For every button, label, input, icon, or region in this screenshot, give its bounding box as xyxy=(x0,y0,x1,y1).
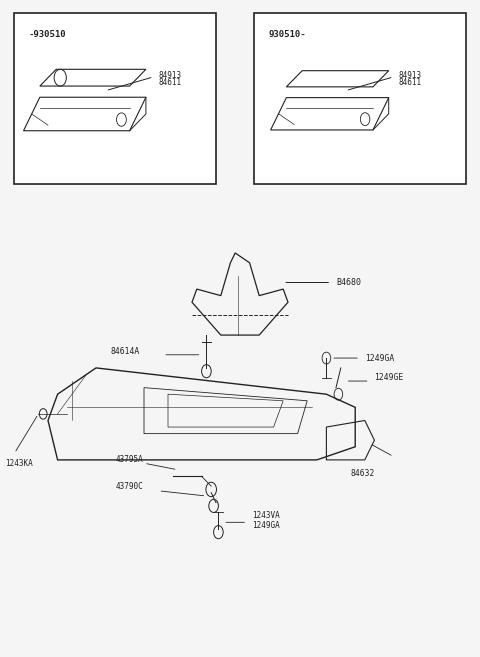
FancyBboxPatch shape xyxy=(14,13,216,184)
Text: B4680: B4680 xyxy=(336,278,361,287)
Text: 84611: 84611 xyxy=(398,78,421,87)
Text: 84611: 84611 xyxy=(158,78,181,87)
FancyBboxPatch shape xyxy=(254,13,466,184)
Text: -930510: -930510 xyxy=(29,30,66,39)
Text: 1243VA: 1243VA xyxy=(252,511,280,520)
Text: 84632: 84632 xyxy=(350,468,375,478)
Text: 84913: 84913 xyxy=(158,71,181,80)
Text: 1243KA: 1243KA xyxy=(5,459,33,468)
Text: 1249GA: 1249GA xyxy=(365,353,394,363)
Text: 84913: 84913 xyxy=(398,71,421,80)
Text: 1249GE: 1249GE xyxy=(374,373,404,382)
Text: 1249GA: 1249GA xyxy=(252,521,280,530)
Text: 43790C: 43790C xyxy=(115,482,143,491)
Text: 43795A: 43795A xyxy=(115,455,143,464)
Text: 84614A: 84614A xyxy=(110,347,140,356)
Text: 930510-: 930510- xyxy=(269,30,306,39)
